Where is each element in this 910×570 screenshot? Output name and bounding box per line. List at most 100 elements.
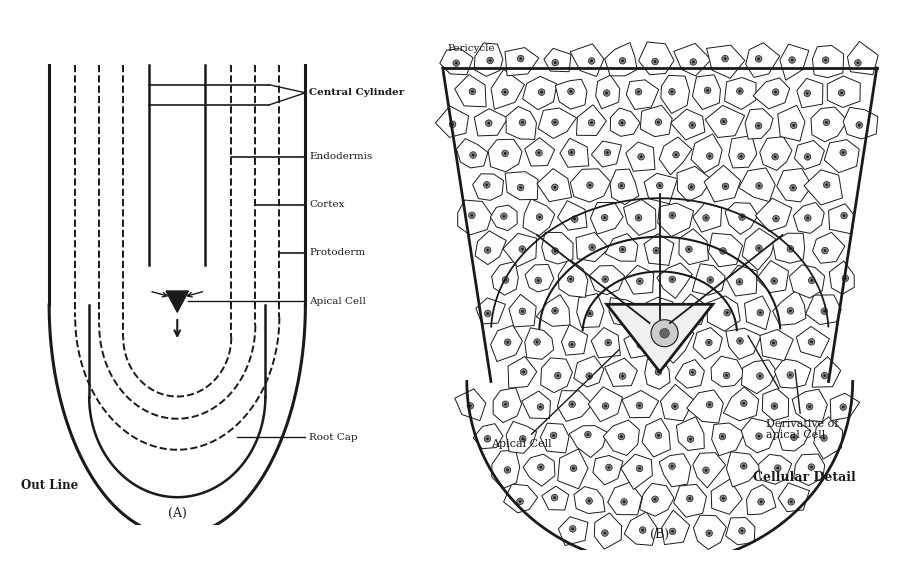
Circle shape xyxy=(692,371,693,373)
Polygon shape xyxy=(440,48,473,75)
Text: Derivative of
apical Cell: Derivative of apical Cell xyxy=(766,370,838,441)
Circle shape xyxy=(484,310,491,317)
Circle shape xyxy=(483,182,490,188)
Circle shape xyxy=(806,156,809,158)
Polygon shape xyxy=(693,515,726,549)
Polygon shape xyxy=(827,76,860,108)
Circle shape xyxy=(486,184,488,186)
Polygon shape xyxy=(509,295,536,327)
Polygon shape xyxy=(794,202,824,233)
Polygon shape xyxy=(558,259,588,298)
Polygon shape xyxy=(571,44,604,76)
Circle shape xyxy=(787,308,794,314)
Circle shape xyxy=(502,276,509,283)
Circle shape xyxy=(689,122,695,128)
Circle shape xyxy=(771,278,777,284)
Circle shape xyxy=(671,342,677,348)
Polygon shape xyxy=(773,233,804,263)
Circle shape xyxy=(608,466,610,469)
Circle shape xyxy=(738,153,744,160)
Circle shape xyxy=(722,250,724,252)
Circle shape xyxy=(808,339,814,345)
Circle shape xyxy=(537,279,540,282)
Polygon shape xyxy=(559,516,588,545)
Circle shape xyxy=(636,278,643,284)
Polygon shape xyxy=(778,105,805,141)
Circle shape xyxy=(470,405,471,407)
Polygon shape xyxy=(745,43,780,78)
Circle shape xyxy=(689,498,691,500)
Polygon shape xyxy=(592,328,621,358)
Circle shape xyxy=(450,121,456,128)
Circle shape xyxy=(720,248,726,254)
Circle shape xyxy=(571,151,572,153)
Polygon shape xyxy=(789,265,824,298)
Polygon shape xyxy=(622,390,659,418)
Circle shape xyxy=(621,435,622,438)
Polygon shape xyxy=(655,325,694,363)
Circle shape xyxy=(691,124,693,127)
Circle shape xyxy=(569,341,575,348)
Circle shape xyxy=(808,277,815,284)
Polygon shape xyxy=(624,512,657,545)
Circle shape xyxy=(788,499,794,505)
Circle shape xyxy=(521,121,523,124)
Circle shape xyxy=(571,465,577,471)
Circle shape xyxy=(455,62,458,64)
Circle shape xyxy=(504,279,507,281)
Circle shape xyxy=(773,280,775,282)
Polygon shape xyxy=(725,518,755,545)
Circle shape xyxy=(522,370,525,373)
Polygon shape xyxy=(796,327,829,357)
Circle shape xyxy=(535,277,541,284)
Circle shape xyxy=(551,307,559,314)
Circle shape xyxy=(771,403,778,409)
Circle shape xyxy=(587,310,593,317)
Circle shape xyxy=(842,275,849,282)
Circle shape xyxy=(722,497,724,499)
Circle shape xyxy=(624,309,627,311)
Circle shape xyxy=(553,496,556,499)
Polygon shape xyxy=(605,234,638,261)
Circle shape xyxy=(488,122,490,124)
Circle shape xyxy=(540,466,542,469)
Circle shape xyxy=(570,278,571,280)
Polygon shape xyxy=(505,47,539,76)
Polygon shape xyxy=(541,486,569,510)
Circle shape xyxy=(843,214,845,217)
Polygon shape xyxy=(756,260,788,292)
Circle shape xyxy=(484,435,490,442)
Circle shape xyxy=(720,495,726,502)
Polygon shape xyxy=(541,358,572,393)
Circle shape xyxy=(451,123,454,125)
Polygon shape xyxy=(693,75,721,109)
Circle shape xyxy=(738,280,741,283)
Circle shape xyxy=(759,375,761,377)
Polygon shape xyxy=(687,390,723,423)
Circle shape xyxy=(736,279,743,285)
Polygon shape xyxy=(678,294,707,324)
Circle shape xyxy=(723,310,731,316)
Circle shape xyxy=(722,55,728,62)
Circle shape xyxy=(589,312,591,315)
Polygon shape xyxy=(774,359,811,388)
Circle shape xyxy=(741,463,747,469)
Polygon shape xyxy=(675,360,704,388)
Polygon shape xyxy=(523,199,555,236)
Circle shape xyxy=(603,89,610,96)
Circle shape xyxy=(568,88,574,95)
Polygon shape xyxy=(561,325,588,355)
Polygon shape xyxy=(472,174,503,201)
Polygon shape xyxy=(604,43,637,76)
Circle shape xyxy=(791,434,797,441)
Circle shape xyxy=(724,58,726,60)
Circle shape xyxy=(657,434,660,437)
Text: Pericycle: Pericycle xyxy=(448,44,495,54)
Circle shape xyxy=(824,374,826,377)
Circle shape xyxy=(822,247,828,254)
Circle shape xyxy=(660,328,670,338)
Circle shape xyxy=(541,91,542,93)
Circle shape xyxy=(557,374,559,377)
Circle shape xyxy=(822,372,828,379)
Polygon shape xyxy=(473,424,503,449)
